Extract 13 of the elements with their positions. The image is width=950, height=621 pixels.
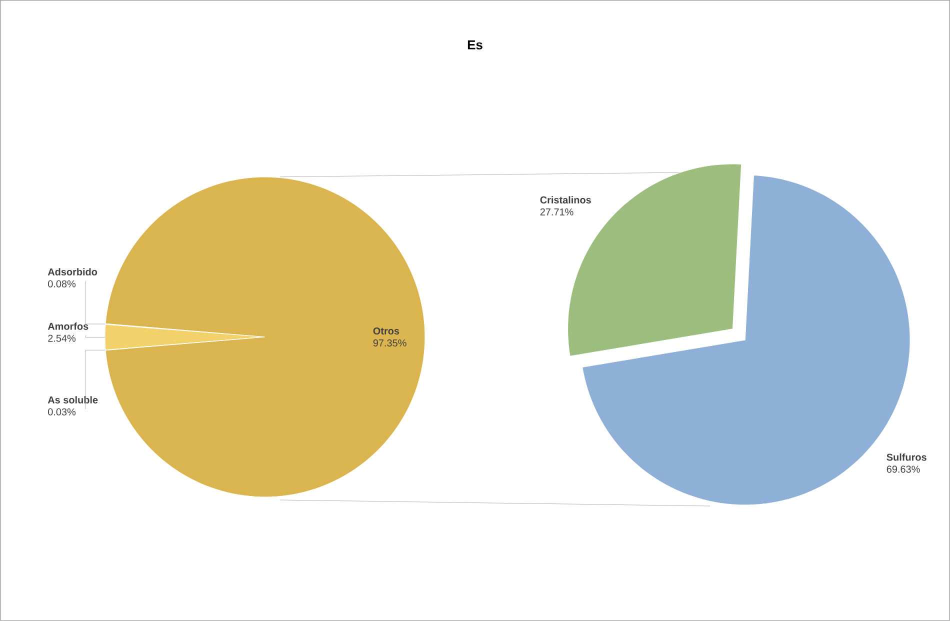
slice-label: Otros	[373, 327, 400, 335]
data-label: 0.08%	[48, 280, 76, 288]
data-label: 0.03%	[48, 408, 76, 416]
text: Es	[468, 40, 482, 50]
slice-label: Amorfos	[48, 322, 88, 330]
slice-label: As soluble	[48, 396, 98, 404]
data-label: 69.63%	[886, 466, 920, 473]
data-label: 97.35%	[373, 339, 406, 346]
data-label: 2.54%	[48, 334, 76, 342]
slice-label: Cristalinos	[540, 196, 591, 204]
slice-label: Sulfuros	[886, 453, 926, 461]
data-label: 27.71%	[540, 208, 574, 216]
slice-label: Adsorbido	[48, 268, 98, 276]
